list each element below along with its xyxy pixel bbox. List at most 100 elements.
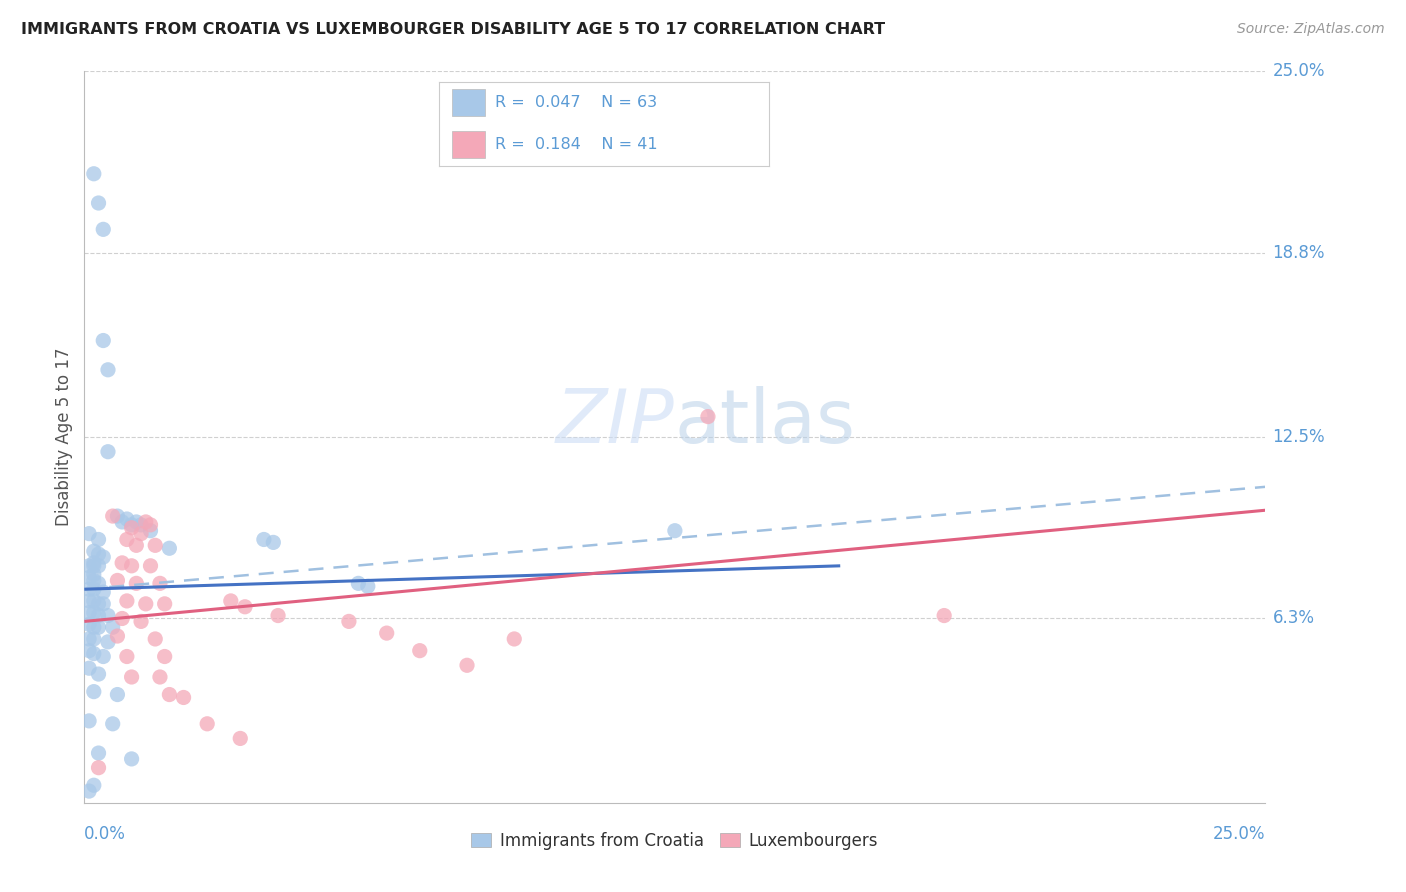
Point [87, 558, 110, 573]
Point [87, 533, 110, 547]
Point [129, 526, 152, 541]
Point [267, 608, 290, 623]
Point [697, 409, 720, 424]
Point [503, 632, 526, 646]
Point [107, 574, 129, 588]
Point [87, 620, 110, 634]
Point [262, 535, 284, 549]
Point [115, 649, 138, 664]
Point [347, 576, 370, 591]
Legend: Immigrants from Croatia, Luxembourgers: Immigrants from Croatia, Luxembourgers [465, 825, 884, 856]
Point [87, 196, 110, 211]
Point [87, 746, 110, 760]
Text: 0.0%: 0.0% [84, 825, 127, 843]
Point [219, 594, 242, 608]
Point [83, 582, 105, 597]
Point [83, 167, 105, 181]
Point [357, 579, 380, 593]
Y-axis label: Disability Age 5 to 17: Disability Age 5 to 17 [55, 348, 73, 526]
Point [77, 632, 100, 646]
Point [149, 670, 172, 684]
Point [83, 778, 105, 792]
Point [125, 515, 148, 529]
Point [83, 606, 105, 620]
Point [115, 594, 138, 608]
Point [77, 606, 100, 620]
Point [375, 626, 398, 640]
Text: IMMIGRANTS FROM CROATIA VS LUXEMBOURGER DISABILITY AGE 5 TO 17 CORRELATION CHART: IMMIGRANTS FROM CROATIA VS LUXEMBOURGER … [21, 22, 886, 37]
Point [101, 716, 124, 731]
Point [83, 620, 105, 634]
Point [229, 731, 252, 746]
Point [173, 690, 195, 705]
Point [115, 512, 138, 526]
Point [253, 533, 276, 547]
Text: 25.0%: 25.0% [1272, 62, 1324, 80]
Point [91, 549, 114, 564]
Point [91, 222, 114, 236]
Point [83, 594, 105, 608]
Point [121, 752, 143, 766]
Point [77, 582, 100, 597]
Point [97, 363, 120, 377]
Point [139, 517, 162, 532]
Point [91, 597, 114, 611]
Point [77, 617, 100, 632]
Point [87, 667, 110, 681]
Point [87, 547, 110, 561]
Point [107, 688, 129, 702]
Point [83, 574, 105, 588]
Point [111, 611, 134, 625]
Point [91, 334, 114, 348]
Point [83, 632, 105, 646]
Point [129, 615, 152, 629]
Text: ZIP: ZIP [557, 386, 675, 458]
Point [139, 524, 162, 538]
Point [121, 558, 143, 573]
Point [135, 597, 157, 611]
Point [409, 643, 432, 657]
Point [77, 661, 100, 675]
Point [456, 658, 478, 673]
Point [87, 597, 110, 611]
Point [83, 647, 105, 661]
Point [83, 684, 105, 698]
Point [143, 632, 166, 646]
Point [153, 597, 176, 611]
Point [153, 649, 176, 664]
Point [97, 635, 120, 649]
Point [97, 444, 120, 458]
Point [77, 784, 100, 798]
Point [125, 538, 148, 552]
Point [125, 576, 148, 591]
Point [121, 517, 143, 532]
Point [83, 567, 105, 582]
Point [195, 716, 218, 731]
Point [149, 576, 172, 591]
Point [121, 521, 143, 535]
Point [77, 558, 100, 573]
Point [111, 515, 134, 529]
Point [83, 544, 105, 558]
Point [934, 608, 956, 623]
Text: atlas: atlas [675, 386, 856, 459]
Point [101, 509, 124, 524]
Point [664, 524, 686, 538]
Point [83, 558, 105, 573]
Point [107, 629, 129, 643]
Point [107, 509, 129, 524]
Point [87, 576, 110, 591]
Point [157, 541, 180, 556]
Point [139, 558, 162, 573]
Point [77, 714, 100, 728]
Text: 12.5%: 12.5% [1272, 428, 1324, 446]
Point [143, 538, 166, 552]
Point [77, 526, 100, 541]
Point [157, 688, 180, 702]
Point [77, 570, 100, 584]
Point [129, 517, 152, 532]
Point [115, 533, 138, 547]
Point [91, 649, 114, 664]
Text: 18.8%: 18.8% [1272, 244, 1324, 261]
Point [91, 585, 114, 599]
